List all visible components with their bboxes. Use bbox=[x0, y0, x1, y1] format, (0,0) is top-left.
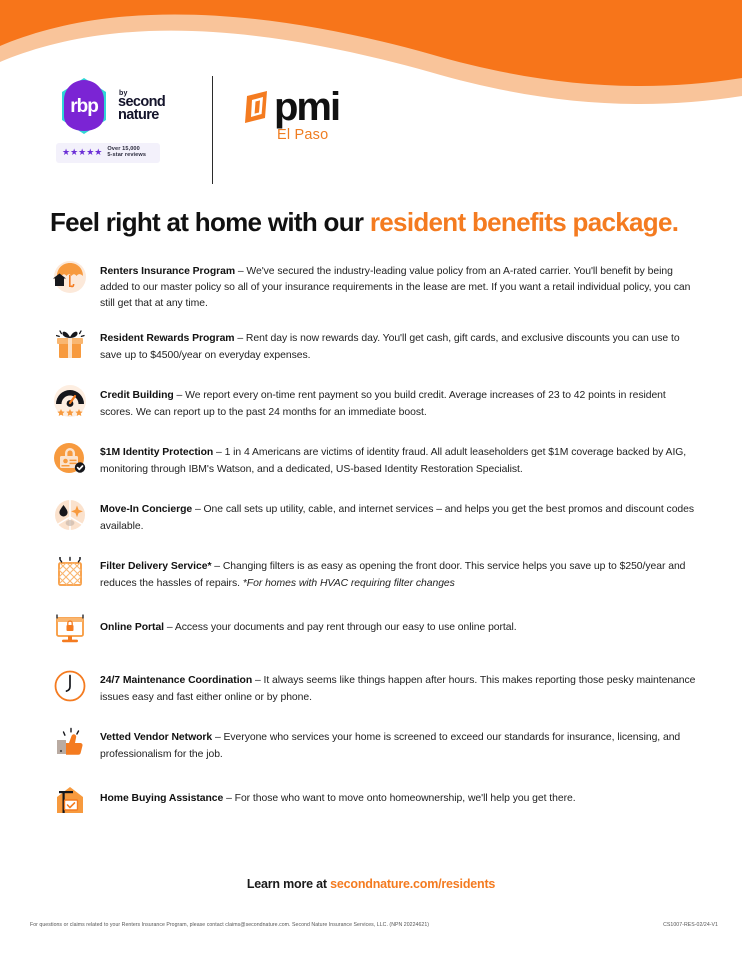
header-wave-decoration bbox=[0, 0, 742, 120]
benefit-body: – 1 in 4 Americans are victims of identi… bbox=[100, 447, 687, 475]
benefit-body: – Everyone who services your home is scr… bbox=[100, 732, 681, 760]
benefit-item: Renters Insurance Program – We've secure… bbox=[48, 258, 698, 312]
reviews-type-label: 5-star reviews bbox=[107, 151, 147, 158]
benefit-title: Resident Rewards Program bbox=[100, 333, 235, 345]
benefit-item: Move-In Concierge – One call sets up uti… bbox=[48, 496, 698, 537]
thumbs-up-icon bbox=[48, 721, 92, 765]
svg-text:rbp: rbp bbox=[70, 96, 98, 117]
headline-lead: Feel right at home with our bbox=[50, 207, 370, 237]
headline-highlight: resident benefits package. bbox=[369, 207, 679, 237]
rbp-by-label: by bbox=[119, 89, 128, 97]
second-nature-line1: second bbox=[118, 93, 166, 110]
second-nature-line2: nature bbox=[118, 107, 159, 123]
benefit-body: – Rent day is now rewards day. You'll ge… bbox=[100, 333, 680, 361]
benefit-title: 24/7 Maintenance Coordination bbox=[100, 675, 253, 687]
rbp-logo-block: rbp by second nature ★★★★★ Over 15,000 5… bbox=[56, 76, 184, 163]
benefit-item: Home Buying Assistance – For those who w… bbox=[48, 781, 698, 822]
benefit-item: Vetted Vendor Network – Everyone who ser… bbox=[48, 724, 698, 765]
learn-more-label: Learn more at bbox=[246, 877, 331, 891]
rbp-mark-icon: rbp bbox=[56, 76, 112, 136]
benefit-title: Renters Insurance Program bbox=[100, 266, 236, 277]
reviews-badge: ★★★★★ Over 15,000 5-star reviews bbox=[56, 143, 160, 163]
benefit-body: – One call sets up utility, cable, and i… bbox=[100, 504, 695, 532]
benefit-footnote: *For homes with HVAC requiring filter ch… bbox=[242, 577, 455, 589]
benefit-title: $1M Identity Protection bbox=[100, 447, 214, 459]
gift-box-icon bbox=[48, 322, 92, 366]
clock-icon bbox=[48, 664, 92, 708]
benefit-item: Resident Rewards Program – Rent day is n… bbox=[48, 325, 698, 366]
fineprint-document-code: CS1007-RES-02/24-V1 bbox=[663, 922, 718, 928]
benefit-title: Home Buying Assistance bbox=[100, 793, 224, 805]
learn-more-line: Learn more at secondnature.com/residents bbox=[0, 877, 742, 891]
benefit-title: Move-In Concierge bbox=[100, 504, 193, 516]
benefit-item: 24/7 Maintenance Coordination – It alway… bbox=[48, 667, 698, 708]
page-headline: Feel right at home with our resident ben… bbox=[50, 207, 702, 238]
pmi-wordmark: pmi bbox=[274, 85, 341, 129]
benefit-title: Credit Building bbox=[100, 390, 174, 402]
benefit-body: – Access your documents and pay rent thr… bbox=[164, 622, 517, 634]
learn-more-link[interactable]: secondnature.com/residents bbox=[330, 877, 496, 891]
fineprint-disclaimer: For questions or claims related to your … bbox=[30, 922, 430, 928]
benefit-body: – We've secured the industry-leading val… bbox=[100, 266, 691, 310]
star-rating-icon: ★★★★★ bbox=[62, 147, 103, 158]
benefit-body: – It always seems like things happen aft… bbox=[100, 675, 696, 703]
home-for-sale-icon bbox=[48, 778, 92, 822]
pmi-logo-block: pmi El Paso bbox=[243, 76, 341, 143]
pmi-location-label: El Paso bbox=[277, 127, 329, 143]
reviews-count-label: Over 15,000 bbox=[107, 146, 140, 152]
benefit-item: $1M Identity Protection – 1 in 4 America… bbox=[48, 439, 698, 480]
benefits-list: Renters Insurance Program – We've secure… bbox=[48, 258, 698, 838]
umbrella-house-icon bbox=[48, 255, 92, 299]
logo-divider bbox=[212, 76, 213, 184]
benefit-item: Credit Building – We report every on-tim… bbox=[48, 382, 698, 423]
benefit-title: Filter Delivery Service* bbox=[100, 561, 212, 573]
benefit-body: – We report every on-time rent payment s… bbox=[100, 390, 666, 418]
fineprint-row: For questions or claims related to your … bbox=[30, 922, 718, 928]
monitor-lock-icon bbox=[48, 607, 92, 651]
benefit-title: Online Portal bbox=[100, 622, 165, 634]
air-filter-icon bbox=[48, 550, 92, 594]
logo-strip: rbp by second nature ★★★★★ Over 15,000 5… bbox=[56, 76, 341, 184]
benefit-body: – Changing filters is as easy as opening… bbox=[100, 561, 686, 589]
benefit-item: Online Portal – Access your documents an… bbox=[48, 610, 698, 651]
pmi-mark-icon bbox=[243, 90, 271, 124]
id-badge-check-icon bbox=[48, 436, 92, 480]
benefit-body: – For those who want to move onto homeow… bbox=[223, 793, 576, 805]
benefit-item: Filter Delivery Service* – Changing filt… bbox=[48, 553, 698, 594]
benefit-title: Vetted Vendor Network bbox=[100, 732, 213, 744]
credit-gauge-icon bbox=[48, 379, 92, 423]
utilities-droplet-spark-icon bbox=[48, 493, 92, 537]
